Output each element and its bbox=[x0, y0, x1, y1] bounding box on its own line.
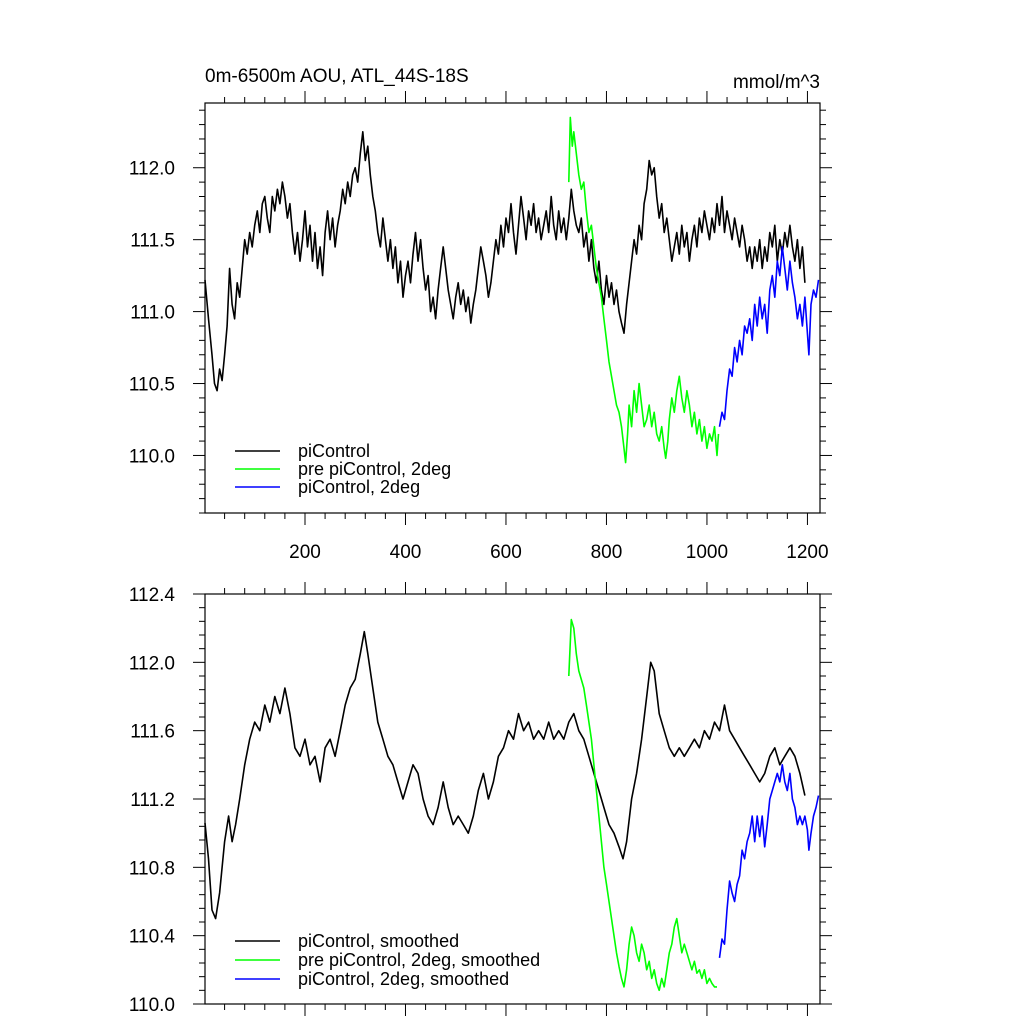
y-tick-label: 112.0 bbox=[129, 159, 175, 180]
top-panel: 0m-6500m AOU, ATL_44S-18S mmol/m^3 200 40… bbox=[129, 66, 832, 563]
x-tick-label: 1200 bbox=[786, 542, 828, 563]
top-panel-series bbox=[204, 116, 820, 464]
y-tick-label: 111.0 bbox=[130, 303, 175, 324]
y-tick-label: 110.5 bbox=[129, 375, 175, 396]
bottom-panel-series bbox=[204, 618, 820, 992]
y-tick-label: 111.5 bbox=[130, 231, 175, 252]
y-tick-label: 112.4 bbox=[129, 585, 176, 606]
bottom-panel-ticks: 110.0 110.4 110.8 111.2 111.6 112.0 112.4 bbox=[129, 582, 832, 1016]
legend-label: piControl, 2deg bbox=[298, 477, 420, 497]
y-tick-label: 110.0 bbox=[129, 995, 175, 1016]
y-tick-label: 111.6 bbox=[130, 722, 175, 743]
y-tick-label: 112.0 bbox=[129, 653, 175, 674]
y-tick-label: 111.2 bbox=[130, 790, 175, 811]
series-line bbox=[568, 116, 720, 464]
top-panel-ticks: 200 400 600 800 1000 1200 110.0 110.5 111.0 111.5… bbox=[129, 91, 832, 563]
legend-label: piControl, 2deg, smoothed bbox=[298, 969, 509, 989]
legend-label: piControl, smoothed bbox=[298, 931, 459, 951]
legend-label: pre piControl, 2deg, smoothed bbox=[298, 950, 540, 970]
y-tick-label: 110.8 bbox=[129, 858, 175, 879]
series-line bbox=[718, 764, 820, 959]
chart-title: 0m-6500m AOU, ATL_44S-18S bbox=[205, 66, 469, 87]
x-tick-label: 800 bbox=[591, 542, 623, 563]
series-line bbox=[204, 131, 806, 392]
legend-label: piControl bbox=[298, 441, 370, 461]
top-panel-frame bbox=[204, 102, 821, 514]
x-tick-label: 600 bbox=[490, 542, 522, 563]
series-line bbox=[568, 618, 717, 992]
series-line bbox=[204, 630, 806, 920]
y-tick-label: 110.4 bbox=[129, 927, 176, 948]
legend-label: pre piControl, 2deg bbox=[298, 459, 451, 479]
x-tick-label: 400 bbox=[390, 542, 422, 563]
units-label: mmol/m^3 bbox=[733, 72, 820, 93]
x-tick-label: 200 bbox=[289, 542, 321, 563]
bottom-panel-frame bbox=[204, 593, 821, 1005]
bottom-panel: 110.0 110.4 110.8 111.2 111.6 112.0 112.4 piCo… bbox=[129, 582, 832, 1016]
x-tick-label: 1000 bbox=[686, 542, 728, 563]
y-tick-label: 110.0 bbox=[129, 446, 175, 467]
series-line bbox=[718, 246, 820, 427]
